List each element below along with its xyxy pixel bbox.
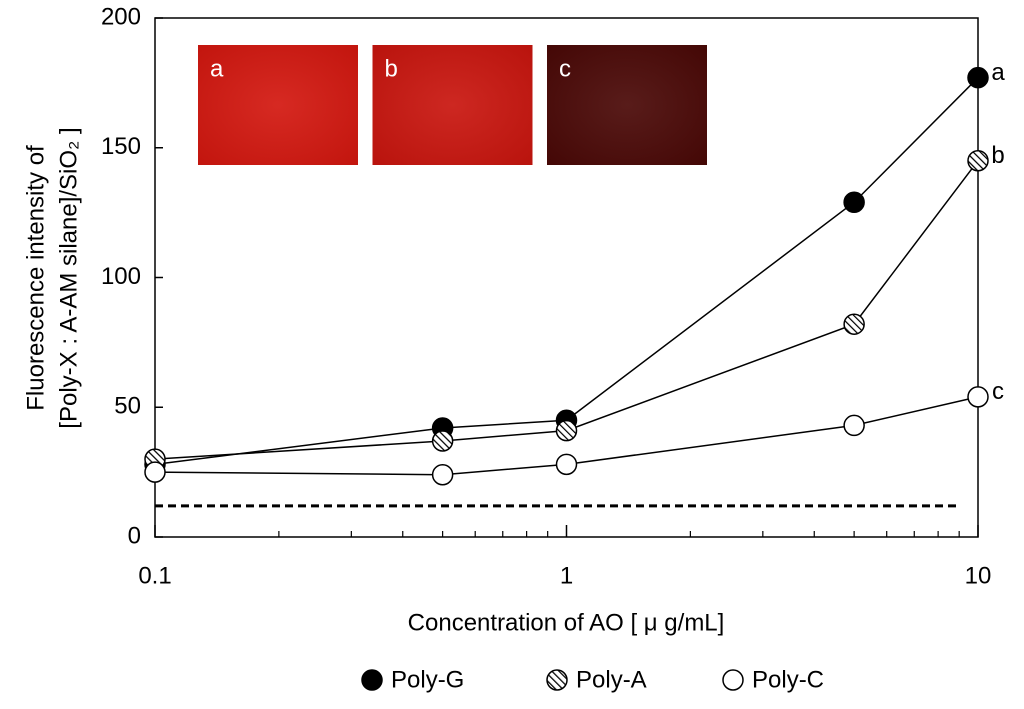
inset-label: b: [385, 55, 398, 82]
inset-shade: [198, 45, 358, 165]
y-tick-label: 100: [101, 263, 141, 290]
legend-label: Poly-A: [576, 666, 647, 693]
data-point: [967, 386, 989, 408]
legend-label: Poly-G: [391, 666, 464, 693]
series-end-label: c: [992, 378, 1004, 405]
y-tick-label: 200: [101, 3, 141, 30]
data-point: [431, 463, 454, 486]
y-tick-label: 150: [101, 133, 141, 160]
data-point: [144, 461, 166, 483]
data-point: [555, 453, 578, 476]
x-axis-label: Concentration of AO [ μ g/mL]: [408, 609, 725, 636]
data-point: [967, 149, 989, 172]
inset-shade: [372, 45, 533, 165]
inset-label: a: [210, 55, 224, 82]
legend-marker: [361, 669, 383, 691]
legend-marker: [546, 669, 568, 691]
x-tick-label: 10: [965, 562, 992, 589]
data-point: [555, 419, 578, 442]
series-end-label: b: [991, 142, 1004, 169]
data-point: [843, 414, 865, 437]
data-point: [431, 430, 454, 452]
data-point: [967, 66, 989, 89]
y-axis-label: Fluorescence intensity of: [22, 145, 49, 411]
series-end-label: a: [991, 59, 1005, 86]
inset-label: c: [559, 55, 571, 82]
data-point: [843, 191, 865, 213]
data-point: [843, 313, 865, 335]
x-tick-label: 1: [560, 562, 573, 589]
x-tick-label: 0.1: [138, 562, 171, 589]
y-tick-label: 50: [114, 393, 141, 420]
y-axis-label: [Poly-X : A-AM silane]/SiO₂ ]: [55, 127, 82, 428]
y-tick-label: 0: [128, 522, 141, 549]
inset-shade: [547, 45, 707, 165]
legend-label: Poly-C: [752, 666, 824, 693]
legend-marker: [722, 669, 744, 691]
